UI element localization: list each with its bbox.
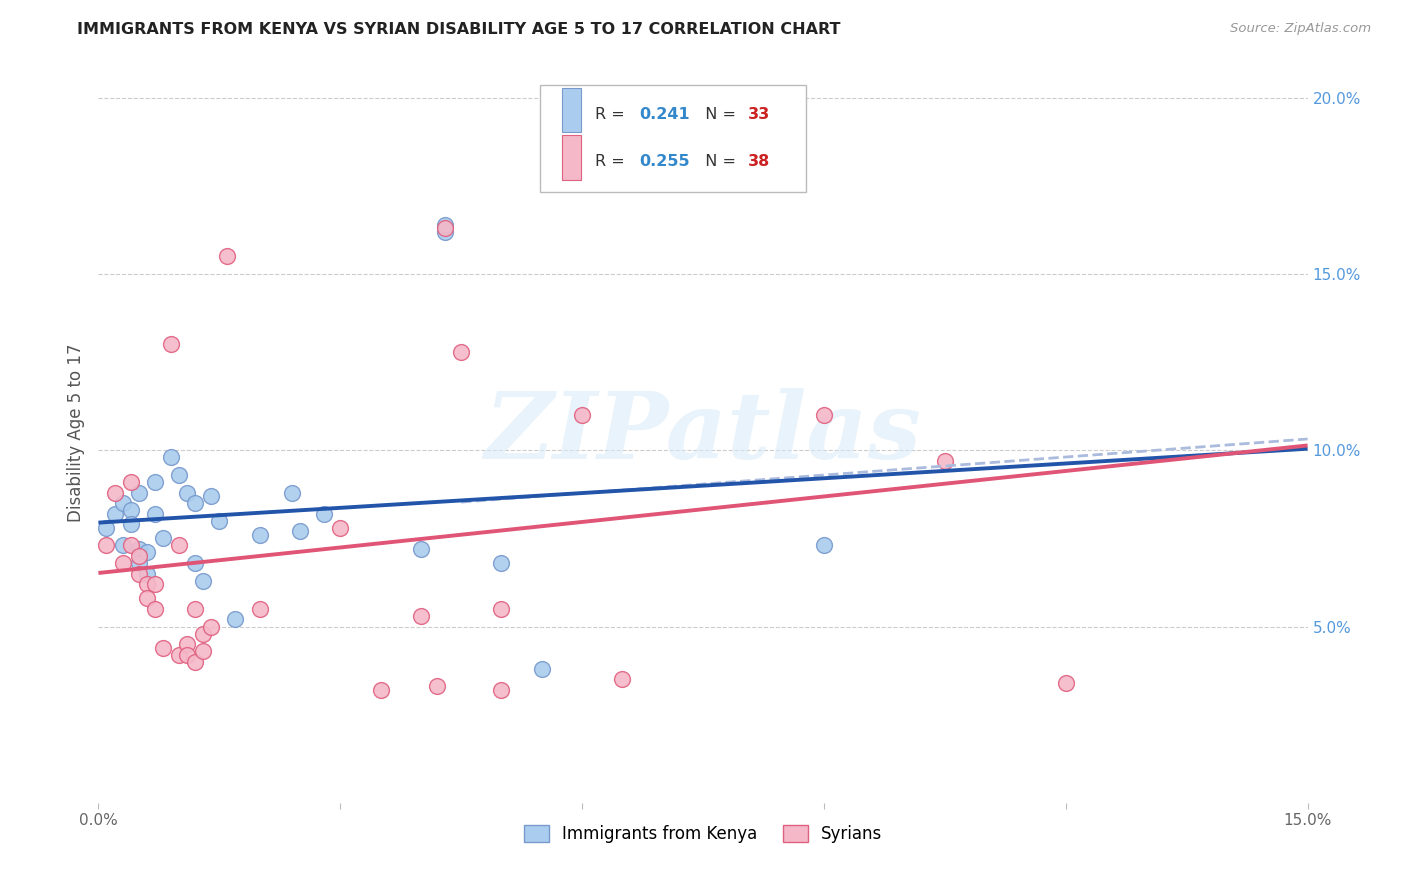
Point [143, 475, 166, 489]
Point [184, 602, 207, 616]
Point [160, 450, 183, 465]
Point [676, 144, 699, 158]
Point [329, 521, 352, 535]
Text: 38: 38 [748, 154, 770, 169]
Point [160, 337, 183, 351]
Legend: Immigrants from Kenya, Syrians: Immigrants from Kenya, Syrians [517, 819, 889, 850]
Point [111, 496, 134, 510]
Text: 0.241: 0.241 [638, 107, 689, 122]
Text: IMMIGRANTS FROM KENYA VS SYRIAN DISABILITY AGE 5 TO 17 CORRELATION CHART: IMMIGRANTS FROM KENYA VS SYRIAN DISABILI… [77, 22, 841, 37]
Point [193, 644, 215, 658]
Point [434, 221, 457, 235]
Point [152, 532, 174, 546]
Point [200, 489, 222, 503]
Point [370, 683, 392, 698]
Point [184, 655, 207, 669]
Point [111, 538, 134, 552]
Point [152, 640, 174, 655]
Point [167, 538, 190, 552]
Text: R =: R = [595, 154, 630, 169]
Point [193, 574, 215, 588]
Point [200, 619, 222, 633]
Point [217, 249, 239, 263]
Point [612, 673, 634, 687]
Point [128, 549, 150, 563]
Point [176, 648, 198, 662]
Point [1054, 676, 1077, 690]
Point [281, 485, 304, 500]
Point [491, 556, 513, 570]
Point [409, 541, 432, 556]
Text: Source: ZipAtlas.com: Source: ZipAtlas.com [1230, 22, 1371, 36]
Point [314, 507, 336, 521]
Point [409, 609, 432, 624]
Text: ZIPatlas: ZIPatlas [485, 388, 921, 477]
Point [135, 577, 157, 591]
Point [111, 556, 134, 570]
Point [434, 225, 457, 239]
Point [288, 524, 311, 539]
FancyBboxPatch shape [540, 85, 806, 192]
Point [193, 626, 215, 640]
Point [120, 517, 142, 532]
Text: R =: R = [595, 107, 630, 122]
Point [143, 602, 166, 616]
Y-axis label: Disability Age 5 to 17: Disability Age 5 to 17 [66, 343, 84, 522]
Point [813, 538, 835, 552]
Point [135, 545, 157, 559]
Text: 0.255: 0.255 [638, 154, 689, 169]
Point [120, 475, 142, 489]
Point [167, 467, 190, 482]
Point [135, 566, 157, 581]
Point [249, 528, 271, 542]
Point [530, 662, 553, 676]
Point [176, 485, 198, 500]
Point [176, 637, 198, 651]
Point [96, 538, 118, 552]
Point [120, 503, 142, 517]
Point [813, 408, 835, 422]
Point [208, 514, 231, 528]
Point [184, 556, 207, 570]
Point [491, 602, 513, 616]
Point [120, 538, 142, 552]
Point [491, 683, 513, 698]
FancyBboxPatch shape [561, 136, 581, 179]
Point [934, 454, 956, 468]
Point [249, 602, 271, 616]
Point [128, 566, 150, 581]
Text: N =: N = [695, 107, 741, 122]
Point [135, 591, 157, 606]
Point [184, 496, 207, 510]
Point [128, 556, 150, 570]
Point [426, 680, 449, 694]
Point [128, 485, 150, 500]
Point [143, 577, 166, 591]
Point [571, 408, 593, 422]
Point [96, 521, 118, 535]
Point [224, 612, 246, 626]
Text: 33: 33 [748, 107, 770, 122]
Point [143, 507, 166, 521]
FancyBboxPatch shape [561, 88, 581, 133]
Point [103, 507, 125, 521]
Point [434, 218, 457, 232]
Point [128, 541, 150, 556]
Point [450, 344, 472, 359]
Point [167, 648, 190, 662]
Point [103, 485, 125, 500]
Text: N =: N = [695, 154, 741, 169]
